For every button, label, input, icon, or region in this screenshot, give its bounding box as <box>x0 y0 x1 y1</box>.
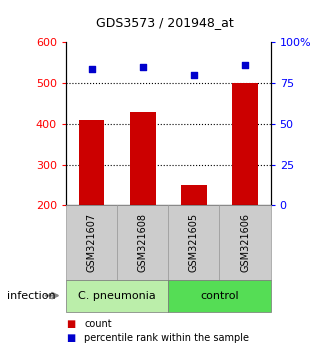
Text: percentile rank within the sample: percentile rank within the sample <box>84 333 249 343</box>
Point <box>89 66 94 72</box>
Point <box>242 62 248 68</box>
Bar <box>79 120 104 205</box>
Text: infection: infection <box>7 291 55 301</box>
Point <box>191 72 196 78</box>
Text: C. pneumonia: C. pneumonia <box>78 291 156 301</box>
Text: count: count <box>84 319 112 329</box>
Text: GSM321606: GSM321606 <box>240 213 250 272</box>
Text: GSM321607: GSM321607 <box>86 213 97 272</box>
Text: GSM321608: GSM321608 <box>138 213 148 272</box>
Bar <box>232 83 258 205</box>
Bar <box>130 112 155 205</box>
Bar <box>181 185 207 205</box>
Text: ■: ■ <box>66 319 75 329</box>
Text: GDS3573 / 201948_at: GDS3573 / 201948_at <box>96 16 234 29</box>
Text: GSM321605: GSM321605 <box>189 213 199 272</box>
Point <box>140 64 145 70</box>
Text: ■: ■ <box>66 333 75 343</box>
Text: control: control <box>200 291 239 301</box>
